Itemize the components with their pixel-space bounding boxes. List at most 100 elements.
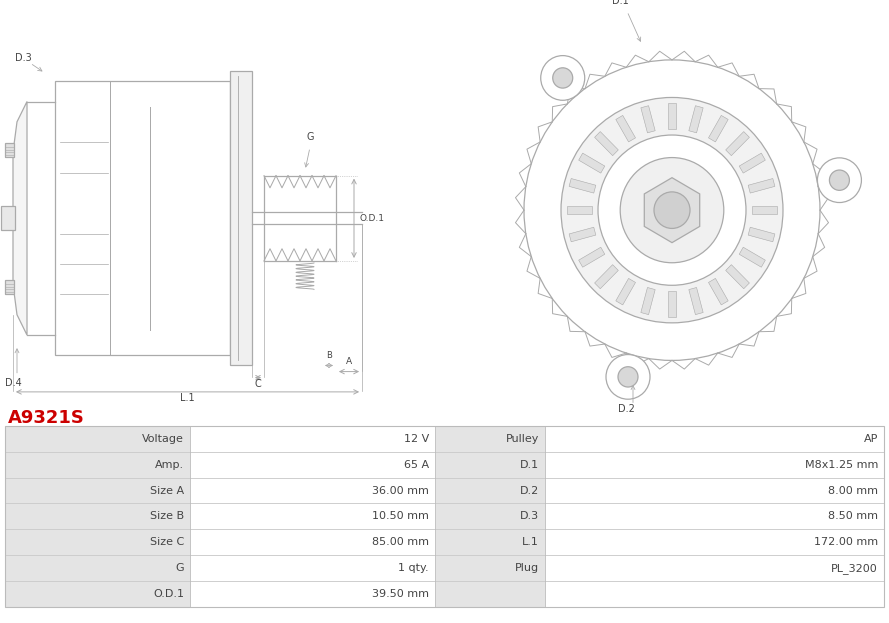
Circle shape [524,60,820,361]
Text: 10.50 mm: 10.50 mm [372,511,429,521]
Text: D.2: D.2 [520,485,539,495]
Polygon shape [668,103,676,129]
Bar [545,426,884,452]
Text: M8x1.25 mm: M8x1.25 mm [805,460,878,470]
Bar [435,478,545,503]
Polygon shape [595,131,619,156]
Polygon shape [725,265,749,288]
Text: 36.00 mm: 36.00 mm [372,485,429,495]
Bar [545,478,884,503]
Bar [435,581,545,607]
Bar [545,452,884,478]
Bar [5,478,190,503]
Text: 8.00 mm: 8.00 mm [828,485,878,495]
Polygon shape [566,206,592,214]
Bar [5,555,190,581]
Text: D.4: D.4 [5,378,21,388]
Text: 8.50 mm: 8.50 mm [828,511,878,521]
Circle shape [553,68,573,88]
Bar [5,581,190,607]
Polygon shape [689,106,703,133]
Text: D.1: D.1 [612,0,629,6]
Bar [435,452,545,478]
Text: A9321S: A9321S [8,409,84,427]
Polygon shape [645,178,700,242]
Circle shape [817,158,861,202]
Bar [545,503,884,530]
Text: Plug: Plug [515,563,539,573]
Bar [5,426,884,607]
Circle shape [541,55,585,100]
Text: Size C: Size C [149,537,184,547]
Text: B: B [326,351,332,360]
Text: O.D.1: O.D.1 [359,214,384,223]
Polygon shape [579,153,605,173]
Polygon shape [725,131,749,156]
Circle shape [618,367,638,387]
Bar [5,143,14,158]
Text: Voltage: Voltage [142,434,184,444]
Text: Size A: Size A [150,485,184,495]
Text: D.3: D.3 [520,511,539,521]
Polygon shape [616,115,636,142]
Polygon shape [689,287,703,315]
Polygon shape [616,278,636,305]
Polygon shape [740,247,765,267]
Bar [5,452,190,478]
Polygon shape [569,179,596,193]
Text: D.1: D.1 [520,460,539,470]
Bar [435,426,545,452]
Polygon shape [13,102,27,335]
Circle shape [606,354,650,399]
Text: PL_3200: PL_3200 [831,563,878,574]
Bar [190,426,435,452]
Text: D.2: D.2 [618,404,635,414]
Bar [545,530,884,555]
Text: 39.50 mm: 39.50 mm [372,589,429,599]
Text: D.3: D.3 [15,53,32,63]
Text: 1 qty.: 1 qty. [398,563,429,573]
Bar [545,581,884,607]
Bar [435,530,545,555]
Bar [190,452,435,478]
Bar [190,503,435,530]
Text: 12 V: 12 V [404,434,429,444]
Text: Pulley: Pulley [506,434,539,444]
Text: AP: AP [863,434,878,444]
Bar [1,206,15,231]
Text: O.D.1: O.D.1 [153,589,184,599]
Polygon shape [752,206,778,214]
Bar [5,280,14,295]
Text: G: G [175,563,184,573]
Text: Size B: Size B [150,511,184,521]
Polygon shape [749,179,775,193]
Circle shape [598,135,746,285]
Bar [55,81,230,355]
Bar [190,530,435,555]
Polygon shape [641,287,655,315]
Text: G: G [306,132,314,142]
Polygon shape [569,227,596,242]
Bar [190,555,435,581]
Bar [190,581,435,607]
Bar [545,555,884,581]
Bar [5,503,190,530]
Polygon shape [641,106,655,133]
Circle shape [621,158,724,263]
Circle shape [654,192,690,229]
Text: L.1: L.1 [522,537,539,547]
Polygon shape [668,292,676,317]
Bar [190,478,435,503]
Text: C: C [254,379,261,389]
Bar [435,555,545,581]
Circle shape [829,170,849,191]
Text: 85.00 mm: 85.00 mm [372,537,429,547]
Polygon shape [709,278,728,305]
Polygon shape [579,247,605,267]
Text: Amp.: Amp. [155,460,184,470]
Polygon shape [740,153,765,173]
Circle shape [561,97,783,323]
Text: L.1: L.1 [180,393,195,403]
Bar [5,426,190,452]
Polygon shape [749,227,775,242]
